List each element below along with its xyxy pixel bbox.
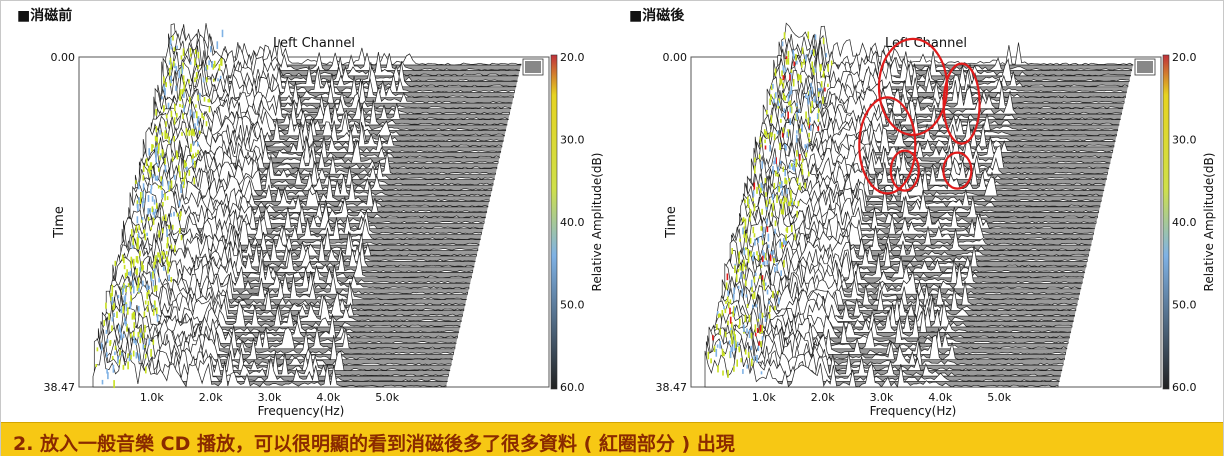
caption-text: 2. 放入一般音樂 CD 播放，可以很明顯的看到消磁後多了很多資料 ( 紅圈部分…	[13, 433, 735, 455]
panel-label: ■消磁前	[17, 8, 73, 24]
caption-bar: 2. 放入一般音樂 CD 播放，可以很明顯的看到消磁後多了很多資料 ( 紅圈部分…	[1, 422, 1223, 456]
low-frequency-highlights	[95, 29, 224, 389]
y-axis-label: Time	[52, 206, 67, 239]
amplitude-tick-label: 30.0	[1172, 134, 1197, 147]
x-tick-label: 4.0k	[928, 391, 952, 404]
amplitude-tick-label: 40.0	[560, 216, 585, 229]
red-highlight-circle	[858, 96, 917, 195]
amplitude-axis-label: Relative Amplitude(dB)	[590, 153, 604, 292]
amplitude-tick-label: 50.0	[560, 299, 585, 312]
x-tick-label: 4.0k	[316, 391, 340, 404]
amplitude-tick-label: 60.0	[560, 381, 585, 394]
amplitude-colorbar	[550, 54, 558, 390]
x-axis-label: Frequency(Hz)	[870, 404, 957, 418]
x-tick-label: 1.0k	[140, 391, 164, 404]
chart-title: Left Channel	[273, 36, 355, 51]
amplitude-tick-label: 30.0	[560, 134, 585, 147]
x-axis-label: Frequency(Hz)	[258, 404, 345, 418]
x-tick-label: 2.0k	[811, 391, 835, 404]
amplitude-tick-label: 20.0	[560, 51, 585, 64]
low-frequency-highlights	[707, 31, 833, 378]
x-tick-label: 5.0k	[987, 391, 1011, 404]
amplitude-tick-label: 20.0	[1172, 51, 1197, 64]
x-tick-label: 5.0k	[375, 391, 399, 404]
panel-after-degauss: ■消磁後 Left Channel 0.00 38.47 Time 1.0k 2.0k 3.…	[613, 1, 1224, 421]
x-tick-label: 2.0k	[199, 391, 223, 404]
amplitude-tick-label: 50.0	[1172, 299, 1197, 312]
panel-label: ■消磁後	[629, 8, 685, 24]
red-highlight-circle	[877, 37, 949, 137]
panel-before-degauss: ■消磁前 Left Channel 0.00 38.47 Time 1.0k 2.0k 3.…	[1, 1, 613, 421]
time-end-label: 38.47	[656, 381, 688, 394]
red-highlight-circle	[889, 149, 920, 192]
waterfall-chart-before: Left Channel 0.00 38.47 Time 1.0k 2.0k 3.0k 4.0…	[44, 23, 604, 418]
red-highlight-circle	[942, 151, 973, 190]
x-tick-label: 3.0k	[870, 391, 894, 404]
amplitude-tick-label: 60.0	[1172, 381, 1197, 394]
amplitude-colorbar	[1162, 54, 1170, 390]
x-tick-label: 1.0k	[752, 391, 776, 404]
amplitude-tick-label: 40.0	[1172, 216, 1197, 229]
time-start-label: 0.00	[663, 51, 688, 64]
y-axis-label: Time	[664, 206, 679, 239]
amplitude-axis-label: Relative Amplitude(dB)	[1202, 153, 1216, 292]
time-start-label: 0.00	[51, 51, 76, 64]
x-tick-label: 3.0k	[258, 391, 282, 404]
spectrum-traces	[704, 22, 1134, 388]
red-highlight-circle	[942, 62, 981, 145]
time-end-label: 38.47	[44, 381, 76, 394]
spectrum-traces	[92, 23, 522, 388]
